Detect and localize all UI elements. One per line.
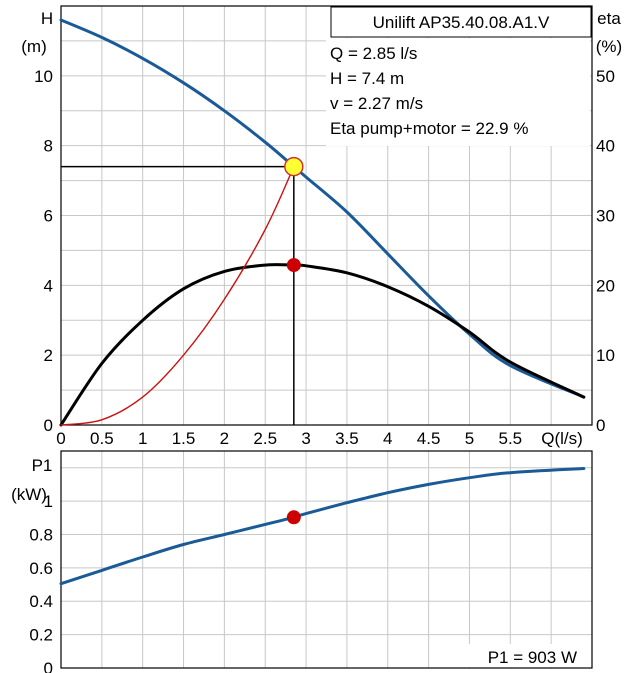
x-tick-label: 4.5 [417, 429, 441, 448]
bottom-chart-duty-point [286, 510, 301, 525]
bottom-chart-grid [61, 451, 592, 668]
chart-title: Unilift AP35.40.08.A1.V [373, 13, 550, 32]
info-efficiency: Eta pump+motor = 22.9 % [330, 119, 528, 138]
power-y-tick-label: 0 [44, 659, 53, 673]
power-info: P1 = 903 W [488, 648, 577, 667]
power-y-tick-label: 0.4 [29, 592, 53, 611]
power-y-tick-label: 0.2 [29, 626, 53, 645]
right-y-tick-label: 30 [596, 207, 615, 226]
top-chart-frame [60, 5, 593, 426]
top-left-axis-label-line2: (m) [21, 37, 46, 56]
right-y-tick-label: 20 [596, 276, 615, 295]
x-tick-label: 2 [220, 429, 229, 448]
info-panel [326, 38, 590, 146]
title-box [330, 6, 592, 38]
system-curve [60, 165, 295, 426]
power-info-box [460, 644, 590, 667]
power-y-tick-label: 0.6 [29, 559, 53, 578]
top-chart-duty-point [61, 156, 304, 425]
x-axis-label: Q(l/s) [541, 429, 583, 448]
x-tick-label: 5 [465, 429, 474, 448]
bottom-chart-frame [60, 450, 593, 669]
right-y-tick-label: 10 [596, 346, 615, 365]
top-right-axis-label-line2: (%) [596, 37, 622, 56]
right-y-tick-label: 40 [596, 137, 615, 156]
x-tick-label: 2.5 [253, 429, 277, 448]
power-duty-marker [286, 510, 301, 525]
x-tick-label: 3 [301, 429, 310, 448]
left-y-tick-label: 4 [44, 276, 53, 295]
right-y-tick-label: 0 [596, 416, 605, 435]
x-tick-label: 5.5 [498, 429, 522, 448]
top-chart-left-tick-labels: 0 2 4 6 8 10 [34, 67, 53, 435]
head-duty-marker [284, 156, 304, 177]
x-tick-label: 4 [383, 429, 392, 448]
top-chart-right-tick-labels: 0 10 20 30 40 50 [596, 67, 615, 435]
left-y-tick-label: 0 [44, 416, 53, 435]
left-y-tick-label: 2 [44, 346, 53, 365]
info-head: H = 7.4 m [330, 69, 404, 88]
efficiency-duty-marker [286, 258, 301, 273]
x-tick-label: 1 [138, 429, 147, 448]
x-tick-label: 3.5 [335, 429, 359, 448]
top-left-axis-label-line1: H [41, 9, 53, 28]
bottom-chart-tick-labels: 0 0.2 0.4 0.6 0.8 1 [29, 492, 53, 673]
right-y-tick-label: 50 [596, 67, 615, 86]
x-tick-label: 1.5 [172, 429, 196, 448]
left-y-tick-label: 10 [34, 67, 53, 86]
x-tick-label: 0 [56, 429, 65, 448]
info-flow: Q = 2.85 l/s [330, 44, 417, 63]
top-right-axis-label-line1: eta [597, 9, 621, 28]
bottom-axis-label-line2: (kW) [11, 485, 47, 504]
info-velocity: v = 2.27 m/s [330, 94, 423, 113]
left-y-tick-label: 8 [44, 137, 53, 156]
power-y-tick-label: 1 [44, 492, 53, 511]
bottom-axis-label-line1: P1 [32, 456, 53, 475]
power-y-tick-label: 0.8 [29, 525, 53, 544]
top-chart-x-tick-labels: 0 0.5 1 1.5 2 2.5 3 3.5 4 4.5 5 5.5 [56, 429, 522, 448]
x-tick-label: 0.5 [90, 429, 114, 448]
left-y-tick-label: 6 [44, 207, 53, 226]
